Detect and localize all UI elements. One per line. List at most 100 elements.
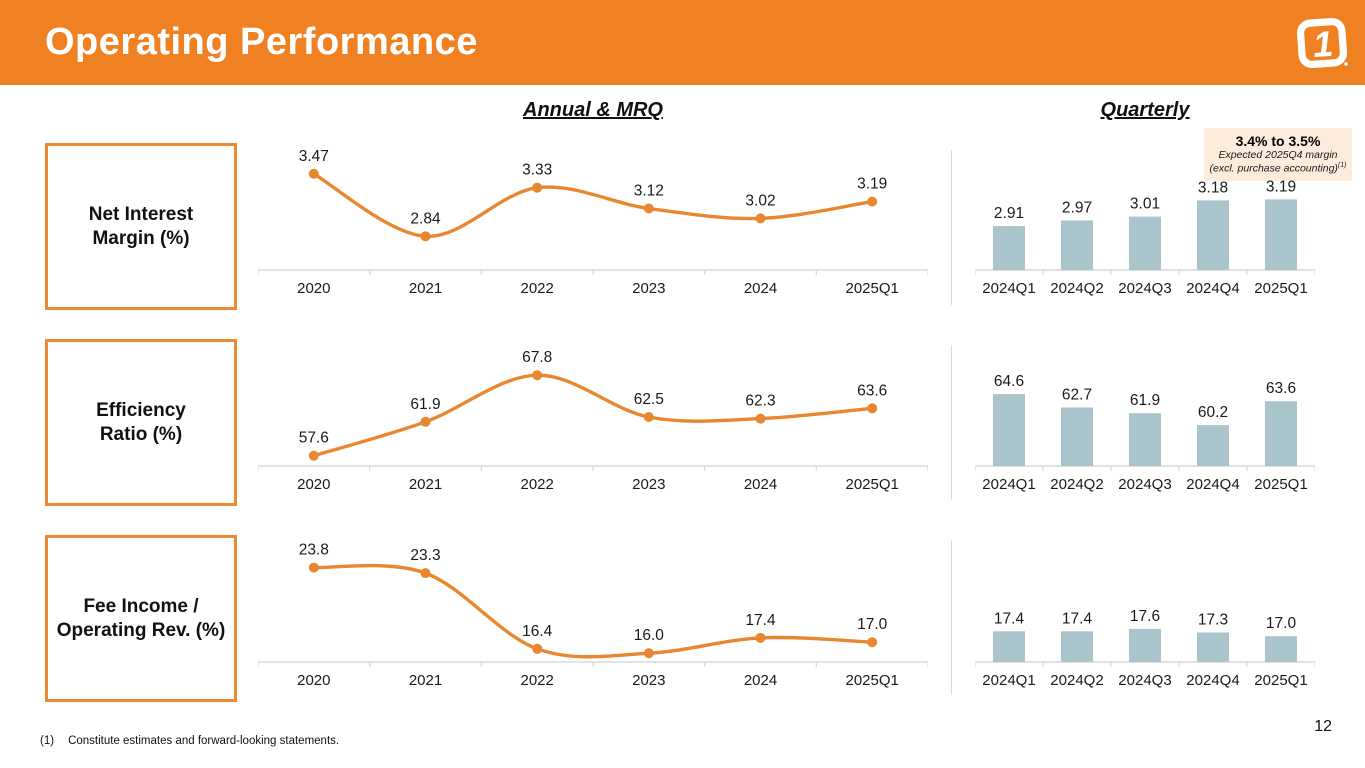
page-number: 12: [1314, 718, 1332, 735]
axis-tick-label: 2024Q3: [1118, 672, 1171, 689]
callout-headline: 3.4% to 3.5%: [1235, 133, 1321, 149]
axis-tick-label: 2022: [521, 672, 554, 689]
callout-subline-1: Expected 2025Q4 margin: [1218, 149, 1338, 161]
metric-box-fee-income: Fee Income / Operating Rev. (%): [45, 535, 237, 702]
axis-tick-label: 2024Q2: [1050, 280, 1103, 297]
axis-tick-label: 2024Q1: [982, 280, 1035, 297]
footnote-marker: (1): [40, 735, 55, 747]
value-label: 61.9: [410, 396, 440, 413]
callout-subline-2-text: (excl. purchase accounting): [1209, 162, 1338, 175]
logo-graphic: 1: [1296, 17, 1348, 69]
row-divider: [951, 540, 952, 695]
data-point: [420, 416, 431, 427]
value-label: 2.91: [994, 205, 1024, 222]
value-label: 17.4: [745, 612, 776, 629]
trend-line: [312, 563, 874, 659]
data-point: [532, 643, 543, 654]
axis-tick-label: 2022: [521, 280, 554, 297]
value-label: 64.6: [994, 373, 1024, 390]
value-label: 62.7: [1062, 387, 1092, 404]
bar: [1265, 401, 1297, 466]
data-point: [532, 370, 543, 381]
data-point: [308, 168, 319, 179]
axis-tick-label: 2025Q1: [1254, 476, 1307, 493]
axis-tick-label: 2024: [744, 672, 777, 689]
callout-footnote-ref: (1): [1337, 162, 1347, 170]
trend-line: [312, 172, 874, 239]
axis-tick-label: 2021: [409, 672, 442, 689]
axis-tick-label: 2023: [632, 280, 665, 297]
value-label: 16.4: [522, 623, 553, 640]
value-label: 62.3: [745, 393, 775, 410]
bar: [1197, 632, 1229, 662]
section-title-quarterly: Quarterly: [1100, 99, 1190, 121]
value-label: 2.97: [1062, 199, 1092, 216]
axis-tick-label: 2021: [409, 280, 442, 297]
axis-tick-label: 2024Q3: [1118, 476, 1171, 493]
value-label: 17.0: [1266, 615, 1297, 632]
data-point: [643, 412, 654, 422]
bar-chart-efficiency-ratio: 2024Q1 2024Q2 2024Q3 2024Q4 2025Q1 64.6 62.7 61…: [975, 373, 1315, 493]
value-label: 63.6: [1266, 380, 1296, 397]
value-label: 3.47: [299, 148, 329, 165]
data-point: [867, 637, 878, 648]
axis-tick-label: 2023: [632, 672, 665, 689]
data-point: [643, 648, 654, 659]
bar: [1129, 628, 1161, 662]
axis-tick-label: 2025Q1: [1254, 280, 1307, 297]
axis-tick-label: 2024Q4: [1186, 476, 1239, 493]
row-divider: [951, 150, 952, 305]
callout-subline-2: (excl. purchase accounting)(1): [1206, 162, 1350, 176]
bar: [1129, 413, 1161, 466]
row-divider: [951, 345, 952, 500]
value-label: 17.0: [857, 616, 888, 633]
value-label: 60.2: [1198, 404, 1228, 421]
value-label: 3.02: [745, 192, 775, 209]
logo-one-glyph: 1: [1312, 23, 1335, 65]
metric-box-efficiency-ratio: Efficiency Ratio (%): [45, 339, 237, 506]
bar: [1061, 220, 1093, 270]
metric-box-net-interest-margin: Net Interest Margin (%): [45, 143, 237, 310]
data-point: [755, 632, 766, 643]
axis-tick-label: 2024Q3: [1118, 280, 1171, 297]
bar: [993, 394, 1025, 466]
value-label: 62.5: [634, 391, 664, 408]
value-label: 2.84: [410, 210, 441, 227]
data-point: [643, 203, 654, 214]
axis-tick-label: 2024: [744, 280, 777, 297]
company-logo-icon: 1: [1295, 16, 1349, 70]
axis-tick-label: 2023: [632, 476, 665, 493]
trend-line: [312, 373, 874, 458]
data-point: [532, 182, 543, 193]
axis-tick-label: 2024Q4: [1186, 672, 1239, 689]
bar: [1061, 407, 1093, 466]
axis-tick-label: 2024Q1: [982, 672, 1035, 689]
value-label: 61.9: [1130, 392, 1160, 409]
value-label: 23.8: [299, 542, 329, 559]
footnote: (1) Constitute estimates and forward-look…: [40, 735, 339, 747]
value-label: 23.3: [410, 547, 440, 564]
bar: [1129, 216, 1161, 270]
value-label: 17.4: [994, 610, 1025, 627]
data-point: [867, 403, 878, 414]
value-label: 57.6: [299, 430, 329, 447]
bar: [1197, 200, 1229, 270]
value-label: 3.19: [857, 176, 887, 193]
value-label: 17.4: [1062, 610, 1093, 627]
line-chart-net-interest-margin: 2020 2021 2022 2023 2024 2025Q1 3.47 2.84 3.33 3.…: [258, 148, 928, 297]
page-title: Operating Performance: [45, 21, 478, 63]
expected-margin-callout: 3.4% to 3.5% Expected 2025Q4 margin (exc…: [1204, 128, 1352, 181]
bar: [993, 226, 1025, 270]
axis-tick-label: 2020: [297, 280, 330, 297]
axis-tick-label: 2020: [297, 476, 330, 493]
data-point: [420, 568, 431, 579]
section-title-annual-mrq: Annual & MRQ: [523, 99, 663, 121]
value-label: 3.33: [522, 162, 552, 179]
bar: [1061, 631, 1093, 662]
value-label: 17.3: [1198, 612, 1228, 629]
axis-tick-label: 2024Q1: [982, 476, 1035, 493]
value-label: 3.01: [1130, 196, 1160, 213]
value-label: 16.0: [634, 627, 665, 644]
data-point: [755, 213, 766, 224]
axis-tick-label: 2024Q2: [1050, 476, 1103, 493]
